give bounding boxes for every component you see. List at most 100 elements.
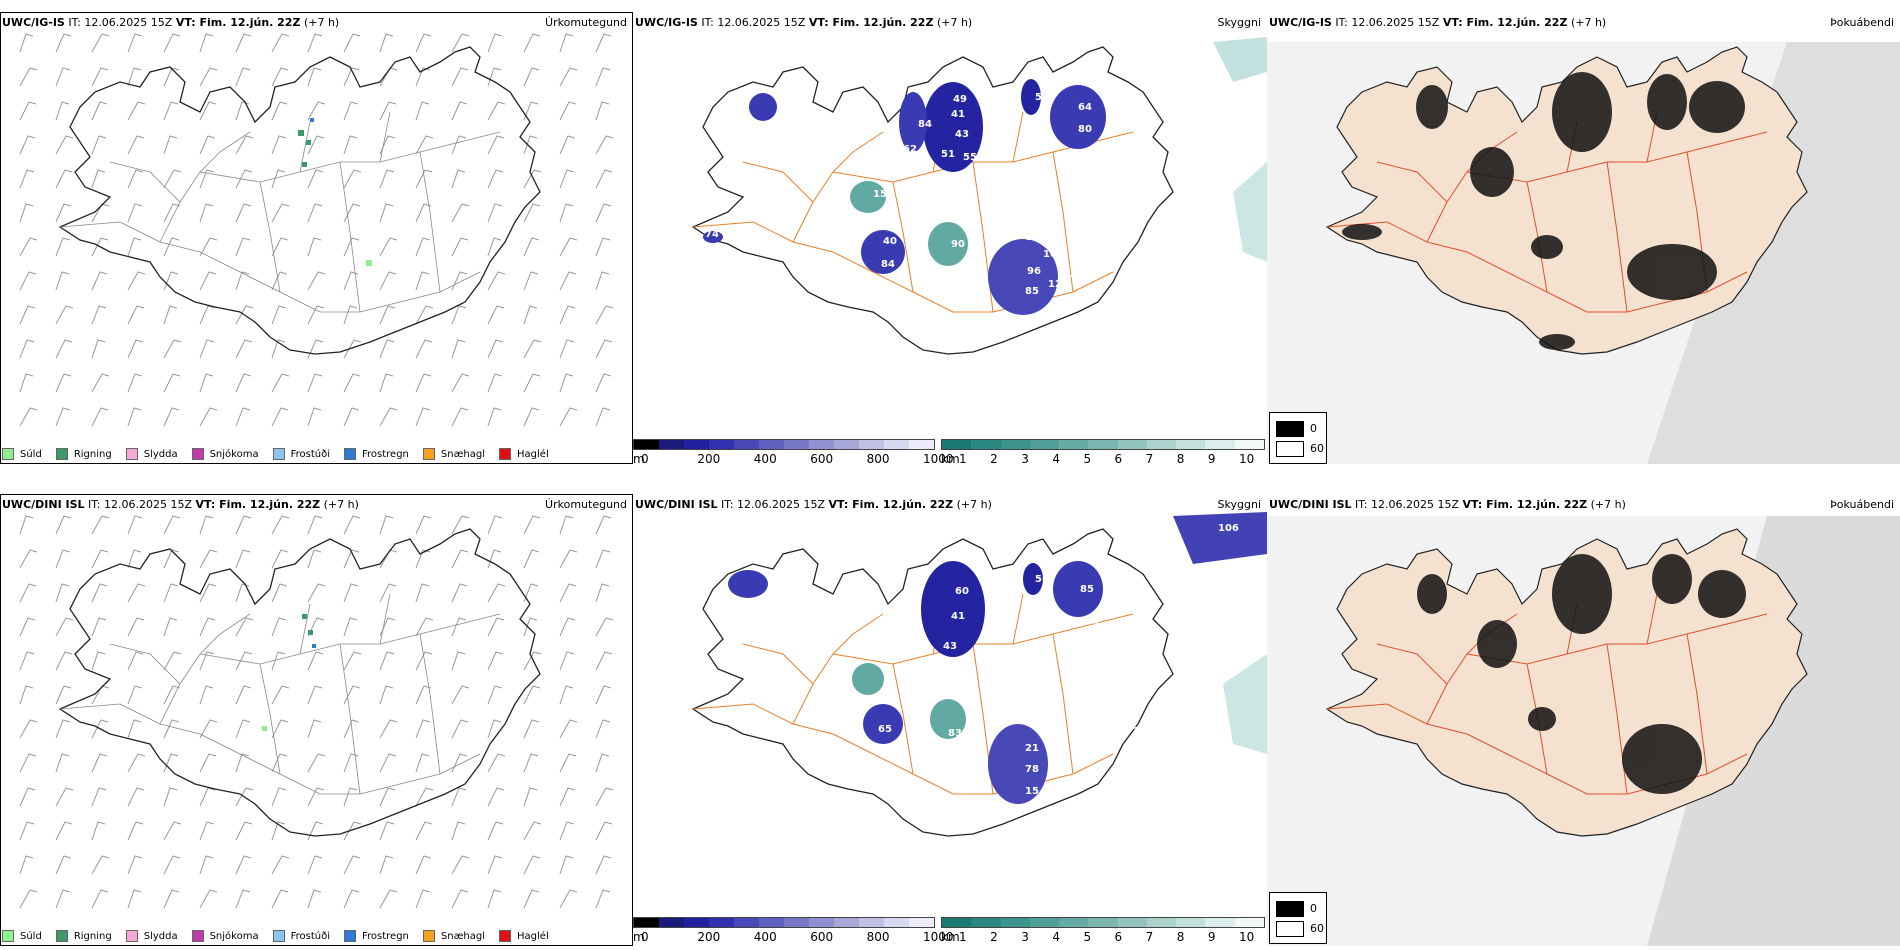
colorbar-unit: m: [633, 930, 645, 944]
wind-barb: [343, 203, 361, 223]
wind-barb: [271, 855, 290, 875]
wind-barb: [595, 101, 610, 121]
wind-barb: [343, 271, 359, 291]
precip-legend-item: Haglél: [499, 930, 549, 942]
wind-barb: [415, 169, 433, 189]
wind-barbs: [19, 515, 614, 909]
wind-barb: [343, 753, 359, 773]
wind-barb: [487, 305, 505, 325]
wind-barb: [235, 583, 250, 603]
wind-barb: [271, 583, 288, 603]
wind-barb: [19, 583, 37, 603]
wind-barb: [19, 373, 34, 393]
wind-barbs: [19, 33, 614, 427]
wind-barb: [55, 203, 72, 223]
wind-barb: [379, 787, 396, 807]
wind-barb: [487, 101, 506, 121]
wind-barb: [487, 373, 503, 393]
colorbar-tick: 800: [866, 930, 890, 944]
colorbar-tick: 7: [1145, 452, 1154, 466]
wind-barb: [595, 583, 610, 603]
wind-barb: [559, 617, 576, 637]
wind-barb: [415, 373, 432, 393]
wind-barb: [415, 787, 434, 807]
wind-barb: [415, 821, 433, 841]
wind-barb: [235, 271, 250, 291]
colorbar-tick: 3: [1021, 930, 1029, 944]
precip-legend-swatch: [2, 448, 14, 460]
wind-barb: [307, 373, 323, 393]
colorbar-tick: 9: [1207, 452, 1216, 466]
wind-barb: [163, 237, 180, 257]
colorbar: [941, 439, 1265, 450]
wind-barb: [91, 549, 109, 569]
colorbar-tick: 10: [1239, 930, 1255, 944]
visibility-label: 85: [1025, 286, 1039, 297]
colorbar-step: [942, 918, 972, 927]
wind-barb: [343, 67, 360, 87]
fog-map: [1267, 516, 1900, 946]
wind-barb: [451, 719, 469, 739]
wind-barb: [91, 169, 106, 189]
precip-legend-label: Frostregn: [362, 930, 409, 942]
wind-barb: [91, 515, 110, 535]
precip-legend-label: Snjókoma: [209, 448, 259, 460]
wind-barb: [415, 583, 430, 603]
colorbar-step: [709, 918, 734, 927]
wind-barb: [523, 203, 541, 223]
wind-barb: [235, 33, 252, 53]
wind-barb: [451, 787, 467, 807]
wind-barb: [55, 305, 74, 325]
wind-barb: [343, 373, 361, 393]
wind-barb: [163, 169, 182, 189]
wind-barb: [487, 169, 504, 189]
colorbar-tick: 8: [1176, 930, 1185, 944]
panel-type-label: Úrkomutegund: [545, 16, 627, 29]
wind-barb: [379, 271, 397, 291]
wind-barb: [451, 583, 468, 603]
colorbar-step: [859, 440, 884, 449]
wind-barb: [451, 855, 470, 875]
wind-barb: [379, 889, 398, 909]
wind-barb: [523, 855, 541, 875]
wind-barb: [19, 855, 34, 875]
wind-barb: [55, 339, 73, 359]
wind-barb: [55, 753, 70, 773]
wind-barb: [19, 889, 38, 909]
wind-barb: [595, 271, 610, 291]
wind-barb: [559, 67, 578, 87]
wind-barb: [307, 339, 324, 359]
wind-barb: [55, 373, 72, 393]
wind-barb: [379, 101, 397, 121]
visibility-label: 21: [1025, 743, 1039, 754]
visibility-label: 117: [953, 678, 974, 689]
wind-barb: [523, 407, 540, 427]
wind-barb: [163, 339, 182, 359]
wind-barb: [523, 169, 542, 189]
colorbar-step: [734, 918, 759, 927]
colorbar-tick: 6: [1114, 930, 1123, 944]
iceland-coastline: [691, 46, 1174, 355]
visibility-label: 56: [1035, 92, 1049, 103]
wind-barb: [199, 101, 217, 121]
wind-barb: [91, 685, 110, 705]
wind-barb: [19, 549, 38, 569]
wind-barb: [487, 339, 504, 359]
colorbar-tick: 0: [641, 452, 649, 466]
colorbar-step: [684, 440, 709, 449]
wind-barb: [199, 339, 215, 359]
wind-barb: [55, 855, 72, 875]
wind-barb: [271, 101, 288, 121]
wind-barb: [91, 889, 109, 909]
wind-barb: [19, 515, 34, 535]
wind-barb: [559, 719, 578, 739]
iceland-coastline: [58, 46, 541, 355]
visibility-label: 55: [963, 152, 977, 163]
panel-title: UWC/DINI ISL IT: 12.06.2025 15Z VT: Fim.…: [2, 498, 359, 511]
wind-barb: [127, 685, 143, 705]
wind-barb: [199, 271, 217, 291]
wind-barb: [235, 101, 250, 121]
colorbar-step: [1059, 440, 1089, 449]
wind-barb: [487, 855, 503, 875]
